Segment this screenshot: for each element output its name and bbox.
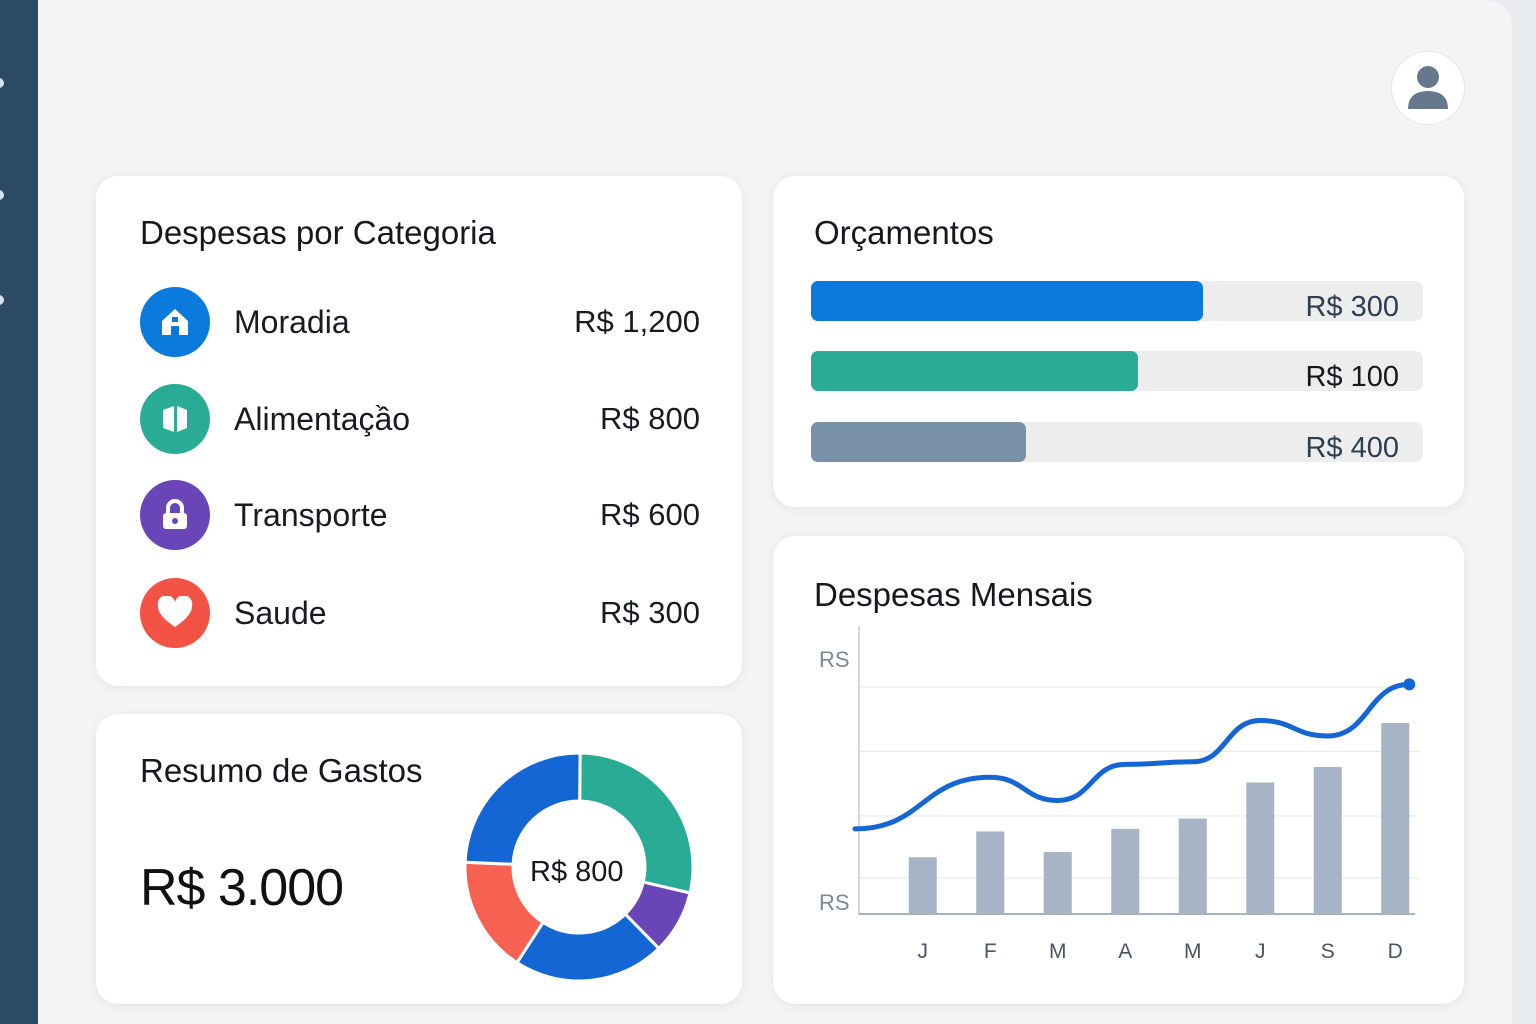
x-tick-label: M bbox=[1049, 940, 1067, 963]
monthly-card: Despesas Mensais RS RS J F M A M J S D bbox=[773, 536, 1464, 1004]
categories-title: Despesas por Categoria bbox=[140, 214, 496, 251]
chart-bar[interactable] bbox=[1381, 723, 1410, 914]
category-row[interactable]: Transporte R$ 600 bbox=[140, 480, 700, 552]
x-tick-label: J bbox=[918, 940, 929, 963]
category-value: R$ 800 bbox=[600, 401, 700, 436]
food-icon bbox=[140, 384, 210, 454]
x-tick-label: J bbox=[1255, 940, 1266, 963]
category-value: R$ 1,200 bbox=[574, 304, 700, 339]
summary-card: Resumo de Gastos R$ 3.000 R$ 800 bbox=[96, 714, 742, 1004]
x-tick-label: M bbox=[1184, 940, 1202, 963]
donut-segment[interactable] bbox=[463, 751, 582, 866]
category-row[interactable]: Saude R$ 300 bbox=[140, 578, 700, 650]
sidebar-nav-dot[interactable] bbox=[0, 190, 4, 200]
chart-bar[interactable] bbox=[1043, 852, 1072, 914]
budget-value: R$ 400 bbox=[1305, 432, 1399, 464]
chart-bar[interactable] bbox=[1111, 828, 1140, 914]
category-value: R$ 300 bbox=[600, 595, 700, 630]
categories-card: Despesas por Categoria Moradia R$ 1,200 … bbox=[96, 176, 742, 686]
y-tick-label: RS bbox=[819, 890, 850, 915]
user-avatar-button[interactable] bbox=[1391, 51, 1465, 125]
budget-value: R$ 100 bbox=[1305, 361, 1399, 393]
chart-line bbox=[852, 681, 1412, 832]
spending-donut-chart[interactable] bbox=[462, 750, 696, 984]
x-tick-label: F bbox=[984, 940, 997, 963]
chart-bar[interactable] bbox=[1178, 818, 1207, 914]
budget-fill bbox=[811, 422, 1027, 462]
budgets-title: Orçamentos bbox=[814, 214, 994, 251]
category-value: R$ 600 bbox=[600, 497, 700, 532]
home-icon bbox=[140, 287, 210, 357]
budget-value: R$ 300 bbox=[1305, 291, 1399, 323]
summary-title: Resumo de Gastos bbox=[140, 752, 423, 789]
x-tick-label: A bbox=[1118, 940, 1132, 963]
budget-bar[interactable]: R$ 100 bbox=[811, 351, 1423, 393]
chart-bar[interactable] bbox=[976, 831, 1005, 914]
chart-line-point[interactable] bbox=[1403, 678, 1416, 691]
heart-icon bbox=[140, 578, 210, 648]
sidebar bbox=[0, 0, 38, 1024]
category-label: Transporte bbox=[234, 497, 388, 533]
category-label: Moradia bbox=[234, 304, 350, 340]
category-label: Saude bbox=[234, 595, 327, 631]
budget-fill bbox=[811, 351, 1139, 391]
monthly-expenses-chart[interactable]: RS RS J F M A M J S D bbox=[773, 536, 1464, 1004]
sidebar-nav-dot[interactable] bbox=[0, 78, 4, 88]
donut-segment[interactable] bbox=[578, 751, 695, 895]
category-label: Alimentaçầo bbox=[234, 401, 411, 437]
category-row[interactable]: Alimentaçầo R$ 800 bbox=[140, 384, 700, 456]
monthly-title: Despesas Mensais bbox=[814, 576, 1093, 613]
total-spent: R$ 3.000 bbox=[140, 859, 344, 917]
category-row[interactable]: Moradia R$ 1,200 bbox=[140, 287, 700, 359]
budgets-card: Orçamentos R$ 300 R$ 100 R$ 400 bbox=[773, 176, 1464, 507]
chart-bar[interactable] bbox=[1246, 782, 1275, 914]
sidebar-nav-dot[interactable] bbox=[0, 295, 4, 305]
y-tick-label: RS bbox=[819, 647, 850, 672]
x-tick-label: D bbox=[1388, 940, 1403, 963]
budget-fill bbox=[811, 281, 1203, 321]
chart-bar[interactable] bbox=[908, 857, 937, 914]
budget-bar[interactable]: R$ 400 bbox=[811, 422, 1423, 464]
budget-bar[interactable]: R$ 300 bbox=[811, 281, 1423, 323]
chart-bar[interactable] bbox=[1313, 766, 1342, 914]
user-avatar-icon bbox=[1408, 66, 1448, 109]
donut-center-value: R$ 800 bbox=[530, 856, 624, 888]
lock-icon bbox=[140, 480, 210, 550]
x-tick-label: S bbox=[1321, 940, 1335, 963]
